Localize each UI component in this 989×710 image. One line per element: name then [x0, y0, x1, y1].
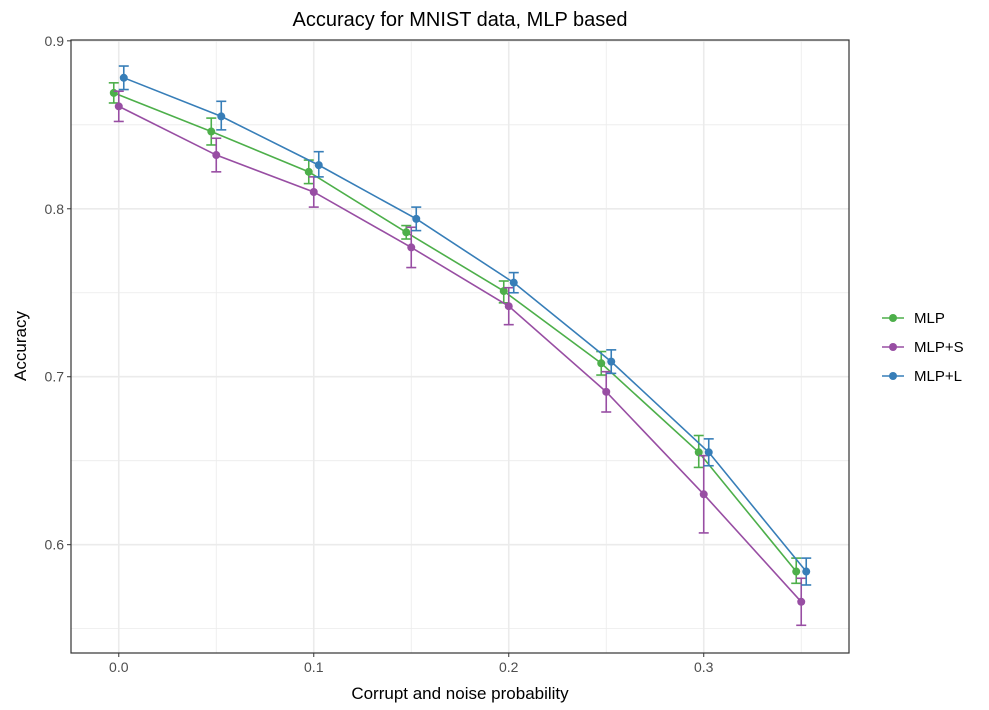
x-tick-label: 0.3 [694, 659, 714, 675]
data-point [792, 567, 801, 576]
data-point [407, 243, 416, 252]
x-tick-label: 0.2 [499, 659, 519, 675]
data-point [607, 357, 616, 366]
legend-item-mlp-l: MLP+L [882, 368, 962, 385]
series-mlp [108, 82, 802, 585]
data-point [597, 359, 606, 368]
data-point [499, 287, 508, 296]
legend-label: MLP+S [914, 339, 964, 356]
data-point [802, 567, 811, 576]
data-point [314, 161, 323, 170]
y-tick-label: 0.7 [45, 369, 65, 385]
legend-label: MLP [914, 310, 945, 327]
legend-key-point [889, 343, 897, 351]
data-point [694, 448, 703, 457]
data-point [412, 214, 421, 223]
axes: 0.0 0.1 0.2 0.3 0.6 0.7 0.8 0.9 [45, 33, 850, 675]
data-point [109, 88, 118, 97]
series-line [113, 92, 797, 573]
data-point [699, 490, 708, 499]
series-layer [108, 65, 812, 627]
legend-item-mlp: MLP [882, 310, 945, 327]
series-line [118, 105, 802, 603]
legend-item-mlp-s: MLP+S [882, 339, 964, 356]
data-point [504, 302, 513, 311]
legend: MLP MLP+S MLP+L [882, 310, 964, 385]
data-point [509, 278, 518, 287]
data-point [309, 187, 318, 196]
plot-panel [71, 40, 849, 653]
y-tick-label: 0.8 [45, 201, 65, 217]
data-point [797, 597, 806, 606]
data-point [212, 151, 221, 160]
x-tick-label: 0.1 [304, 659, 324, 675]
data-point [402, 228, 411, 237]
data-point [207, 127, 216, 136]
data-point [602, 387, 611, 396]
chart-title: Accuracy for MNIST data, MLP based [293, 9, 628, 31]
y-axis-title: Accuracy [11, 311, 30, 381]
legend-key-point [889, 372, 897, 380]
panel-border [70, 39, 850, 654]
legend-label: MLP+L [914, 368, 962, 385]
data-point [119, 73, 128, 82]
series-mlp-l [118, 65, 812, 586]
y-tick-label: 0.6 [45, 537, 65, 553]
data-point [114, 102, 123, 111]
data-point [704, 448, 713, 457]
x-axis-title: Corrupt and noise probability [351, 684, 569, 703]
series-mlp-s [113, 90, 807, 627]
data-point [304, 167, 313, 176]
legend-key-point [889, 314, 897, 322]
x-tick-label: 0.0 [109, 659, 129, 675]
series-line [123, 77, 807, 573]
data-point [217, 112, 226, 121]
y-tick-label: 0.9 [45, 33, 65, 49]
